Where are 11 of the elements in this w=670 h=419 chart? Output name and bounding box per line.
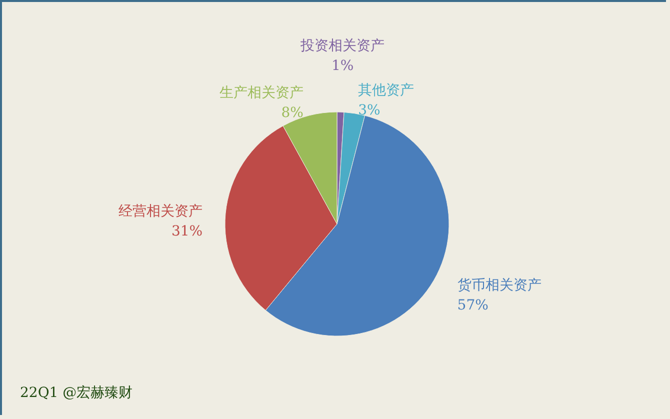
slice-label: 经营相关资产: [118, 203, 203, 220]
slice-label: 生产相关资产: [219, 85, 304, 102]
slice-label: 货币相关资产: [457, 277, 542, 294]
text: 22Q1 @宏赫臻财: [20, 385, 133, 401]
data-label: 8%: [281, 105, 304, 122]
slice-label: 其他资产: [358, 82, 414, 99]
data-label: 3%: [358, 102, 380, 119]
slice-label: 投资相关资产: [300, 38, 385, 54]
data-label: 57%: [457, 297, 488, 314]
data-label: 1%: [331, 58, 354, 74]
data-label: 31%: [171, 223, 203, 240]
